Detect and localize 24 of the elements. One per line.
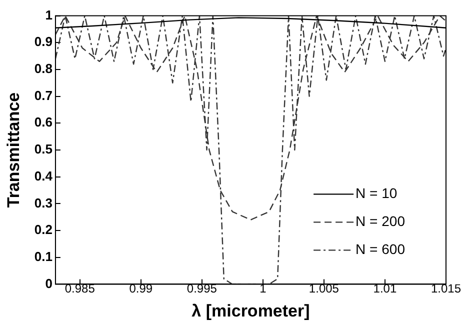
y-tick-label: 1 (45, 7, 52, 22)
y-axis-title: Transmittance (4, 92, 23, 208)
y-tick-label: 0.3 (34, 195, 52, 210)
y-tick-label: 0.5 (34, 142, 52, 157)
x-tick-label: 0.99 (129, 282, 153, 296)
legend-label: N = 10 (356, 185, 398, 202)
x-tick-label: 0.985 (64, 282, 96, 296)
y-tick-label: 0.4 (34, 168, 54, 184)
x-tick-label: 0.995 (186, 282, 218, 296)
y-tick-label: 0.1 (34, 248, 52, 264)
line-series (55, 16, 446, 284)
y-tick-label: 0.9 (34, 34, 52, 50)
y-tick-label: 0.8 (34, 61, 52, 76)
legend-label: N = 600 (356, 241, 406, 258)
y-tick-label: 0 (45, 276, 52, 291)
x-tick-label: 1.015 (430, 282, 462, 296)
x-axis-title: λ [micrometer] (192, 301, 310, 320)
y-tick-label: 0.6 (34, 114, 52, 130)
legend-label: N = 200 (356, 213, 406, 230)
x-tick-label: 1.005 (308, 282, 340, 296)
x-tick-label: 1 (260, 282, 267, 296)
y-tick-label: 0.7 (34, 88, 52, 103)
x-tick-label: 1.01 (373, 282, 397, 296)
y-tick-label: 0.2 (34, 222, 52, 238)
